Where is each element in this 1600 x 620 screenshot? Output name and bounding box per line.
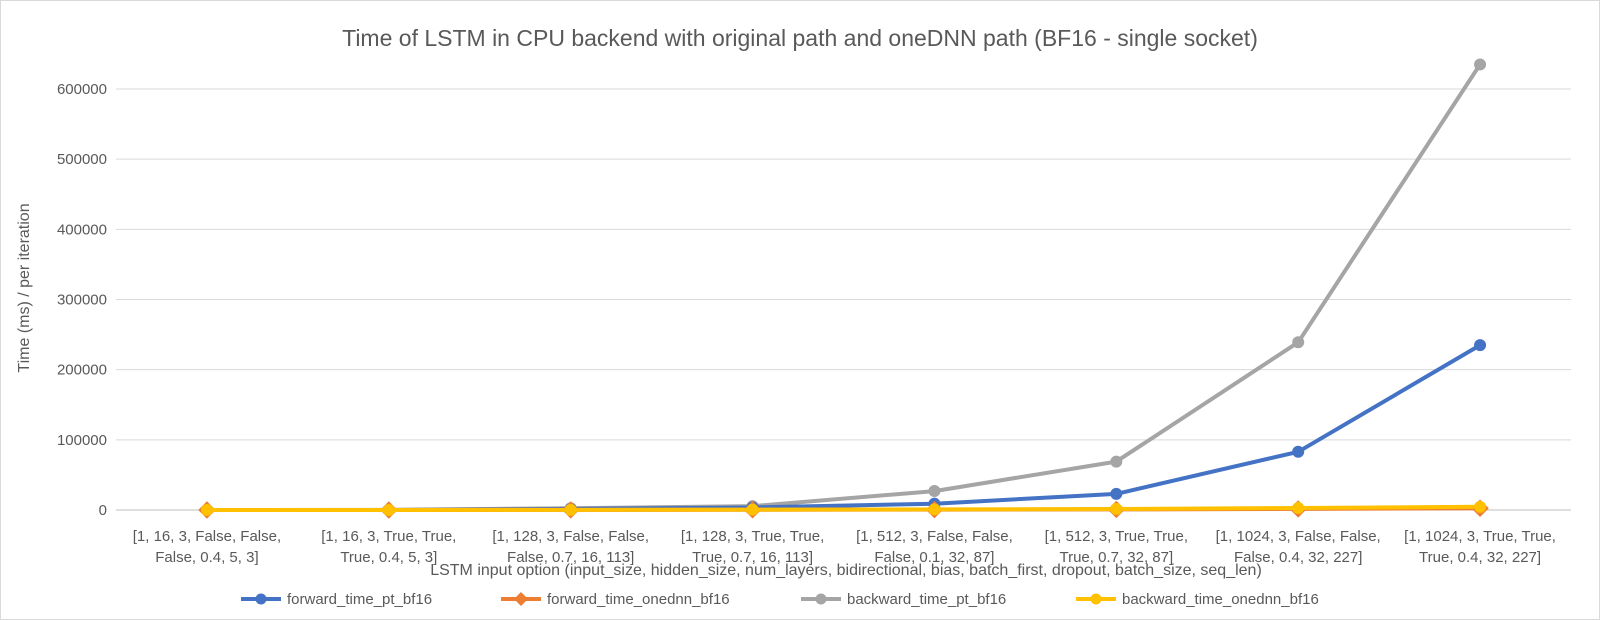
data-point	[1110, 455, 1123, 468]
series-line-backward_time_onednn_bf16	[204, 504, 1483, 512]
x-category-label: [1, 512, 3, False, False, False, 0.1, 32,…	[856, 528, 1013, 566]
y-axis-ticks: 0 100000 200000 300000 400000 500000 600000	[57, 81, 107, 519]
data-point	[1292, 445, 1305, 458]
data-point	[200, 503, 213, 516]
y-tick-label: 0	[99, 502, 107, 519]
x-category-label: [1, 128, 3, True, True, True, 0.7, 16, 11…	[681, 528, 824, 566]
data-point	[382, 503, 395, 516]
x-category-label: [1, 1024, 3, False, False, False, 0.4, 32…	[1216, 528, 1381, 566]
y-axis-title: Time (ms) / per iteration	[16, 203, 33, 372]
y-tick-label: 500000	[57, 151, 107, 168]
x-category-label: [1, 16, 3, False, False, False, 0.4, 5, 3…	[133, 528, 281, 566]
chart-title: Time of LSTM in CPU backend with origina…	[342, 25, 1258, 51]
legend-marker	[255, 593, 267, 605]
legend-entry-label: backward_time_onednn_bf16	[1122, 591, 1319, 608]
x-category-label: [1, 1024, 3, True, True, True, 0.4, 32, 2…	[1404, 528, 1556, 566]
data-point	[1292, 336, 1305, 349]
x-category-label: [1, 128, 3, False, False, False, 0.7, 16,…	[492, 528, 649, 566]
data-point	[1474, 500, 1487, 513]
series-line-backward_time_pt_bf16	[204, 62, 1483, 512]
data-point	[1110, 503, 1123, 516]
x-axis-categories: [1, 16, 3, False, False, False, 0.4, 5, 3…	[133, 528, 1556, 566]
legend: forward_time_pt_bf16 forward_time_onednn_…	[241, 591, 1319, 608]
legend-marker	[514, 592, 528, 606]
x-category-label: [1, 16, 3, True, True, True, 0.4, 5, 3]	[321, 528, 456, 566]
data-point	[1474, 58, 1487, 71]
data-point	[928, 503, 941, 516]
y-tick-label: 600000	[57, 81, 107, 98]
legend-marker	[815, 593, 827, 605]
data-point	[1292, 502, 1305, 515]
y-tick-label: 100000	[57, 432, 107, 449]
y-tick-label: 300000	[57, 292, 107, 309]
data-point	[1474, 339, 1487, 352]
data-point	[746, 503, 759, 516]
data-point	[564, 503, 577, 516]
legend-marker	[1090, 593, 1102, 605]
data-point	[1110, 487, 1123, 500]
series-lines	[198, 58, 1489, 519]
gridlines	[116, 88, 1571, 511]
x-axis-title: LSTM input option (input_size, hidden_si…	[430, 562, 1262, 579]
y-tick-label: 200000	[57, 362, 107, 379]
legend-entry-label: backward_time_pt_bf16	[847, 591, 1006, 608]
x-category-label: [1, 512, 3, True, True, True, 0.7, 32, 87…	[1045, 528, 1188, 566]
y-tick-label: 400000	[57, 221, 107, 238]
data-point	[928, 485, 941, 498]
legend-entry-label: forward_time_onednn_bf16	[547, 591, 730, 608]
legend-entry-label: forward_time_pt_bf16	[287, 591, 432, 608]
